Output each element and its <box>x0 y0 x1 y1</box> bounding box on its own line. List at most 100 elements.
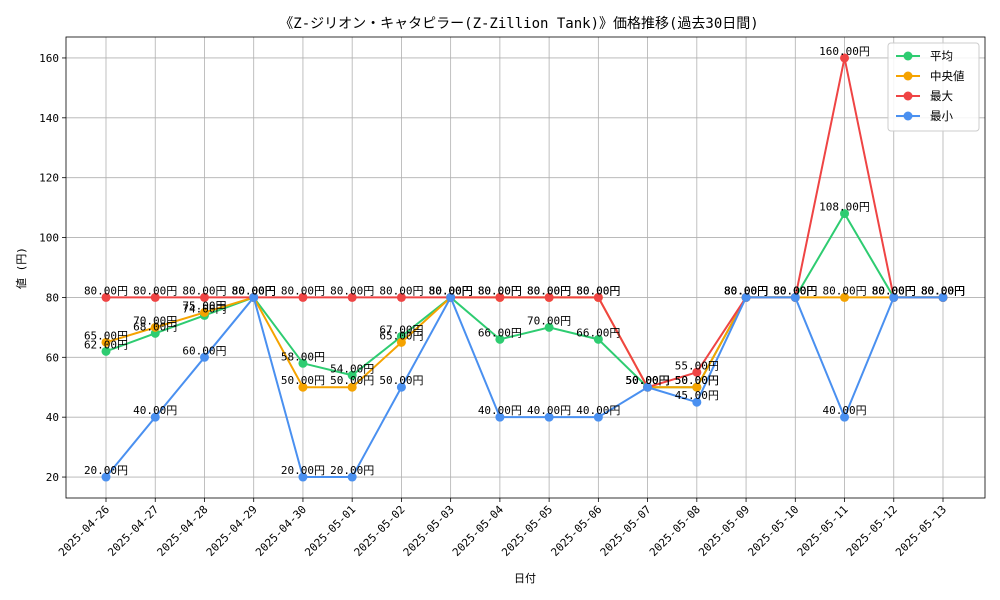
data-label: 108.00円 <box>819 201 870 214</box>
data-label: 80.00円 <box>527 284 571 297</box>
chart-title: 《Z-ジリオン・キャタピラー(Z-Zillion Tank)》価格推移(過去30… <box>279 16 758 32</box>
data-point <box>840 292 850 302</box>
data-label: 80.00円 <box>429 284 473 297</box>
data-point <box>150 322 160 332</box>
data-point <box>840 53 850 63</box>
data-label: 80.00円 <box>724 284 768 297</box>
data-label: 80.00円 <box>232 284 276 297</box>
data-point <box>347 292 357 302</box>
data-label: 80.00円 <box>872 284 916 297</box>
data-point <box>298 292 308 302</box>
data-label: 80.00円 <box>232 284 276 297</box>
series-line-2 <box>106 57 943 389</box>
data-label: 50.00円 <box>281 374 325 387</box>
data-point <box>741 292 751 302</box>
data-label: 50.00円 <box>626 374 670 387</box>
data-label: 80.00円 <box>429 284 473 297</box>
data-label: 40.00円 <box>576 404 620 417</box>
legend-label: 平均 <box>930 49 953 63</box>
data-point <box>298 472 308 482</box>
data-point <box>446 292 456 302</box>
data-point <box>101 472 111 482</box>
y-tick-label: 20 <box>46 471 59 484</box>
data-label: 40.00円 <box>822 404 866 417</box>
data-point <box>396 337 406 347</box>
legend-swatch-marker <box>903 71 913 81</box>
data-label: 80.00円 <box>281 284 325 297</box>
data-label: 40.00円 <box>133 404 177 417</box>
data-label: 80.00円 <box>872 284 916 297</box>
data-point <box>101 337 111 347</box>
data-point <box>249 292 259 302</box>
data-label: 65.00円 <box>84 329 128 342</box>
data-label: 50.00円 <box>626 374 670 387</box>
data-label: 70.00円 <box>133 314 177 327</box>
data-label: 40.00円 <box>527 404 571 417</box>
data-point <box>790 292 800 302</box>
data-label: 160.00円 <box>819 45 870 58</box>
data-label: 80.00円 <box>84 284 128 297</box>
data-label: 50.00円 <box>675 374 719 387</box>
data-label: 80.00円 <box>527 284 571 297</box>
data-label: 68.00円 <box>133 320 177 333</box>
data-label: 50.00円 <box>675 374 719 387</box>
data-label: 55.00円 <box>675 359 719 372</box>
data-label: 80.00円 <box>576 284 620 297</box>
data-label: 45.00円 <box>675 389 719 402</box>
data-point <box>347 472 357 482</box>
data-point <box>643 382 653 392</box>
data-point <box>347 370 357 380</box>
legend-label: 最小 <box>930 109 953 123</box>
y-tick-label: 140 <box>39 112 59 125</box>
data-label: 20.00円 <box>281 464 325 477</box>
data-point <box>840 209 850 219</box>
data-label: 65.00円 <box>379 329 423 342</box>
data-label: 80.00円 <box>379 284 423 297</box>
data-label: 80.00円 <box>724 284 768 297</box>
data-point <box>495 334 505 344</box>
data-labels: 62.00円 68.00円 74.00円 80.00円 58.00円 54.00円 67.0… <box>84 45 965 477</box>
data-label: 80.00円 <box>724 284 768 297</box>
data-label: 80.00円 <box>330 284 374 297</box>
data-label: 58.00円 <box>281 350 325 363</box>
data-label: 75.00円 <box>182 299 226 312</box>
data-label: 70.00円 <box>527 314 571 327</box>
data-label: 80.00円 <box>921 284 965 297</box>
y-axis-title: 値 (円) <box>15 247 28 289</box>
data-point <box>298 358 308 368</box>
data-point <box>101 346 111 356</box>
legend-box <box>887 42 980 132</box>
data-point <box>692 382 702 392</box>
data-point <box>840 412 850 422</box>
data-label: 80.00円 <box>872 284 916 297</box>
data-label: 80.00円 <box>133 284 177 297</box>
data-label: 80.00円 <box>773 284 817 297</box>
data-label: 60.00円 <box>182 344 226 357</box>
data-label: 80.00円 <box>182 284 226 297</box>
data-label: 66.00円 <box>478 326 522 339</box>
legend-label: 中央値 <box>930 69 965 83</box>
data-point <box>150 292 160 302</box>
y-tick-label: 40 <box>46 411 59 424</box>
data-point <box>199 292 209 302</box>
plot-frame <box>65 36 986 499</box>
y-tick-label: 60 <box>46 351 59 364</box>
data-label: 80.00円 <box>822 284 866 297</box>
data-point <box>199 307 209 317</box>
data-point <box>544 292 554 302</box>
y-tick-label: 100 <box>39 232 59 245</box>
data-label: 80.00円 <box>232 284 276 297</box>
data-label: 50.00円 <box>379 374 423 387</box>
data-point <box>889 292 899 302</box>
data-label: 40.00円 <box>478 404 522 417</box>
data-point <box>298 382 308 392</box>
series-group <box>101 53 948 482</box>
x-axis-title: 日付 <box>514 572 536 585</box>
data-label: 20.00円 <box>84 464 128 477</box>
data-label: 80.00円 <box>478 284 522 297</box>
y-tick-label: 80 <box>46 291 59 304</box>
data-label: 80.00円 <box>921 284 965 297</box>
data-point <box>593 334 603 344</box>
data-label: 80.00円 <box>773 284 817 297</box>
